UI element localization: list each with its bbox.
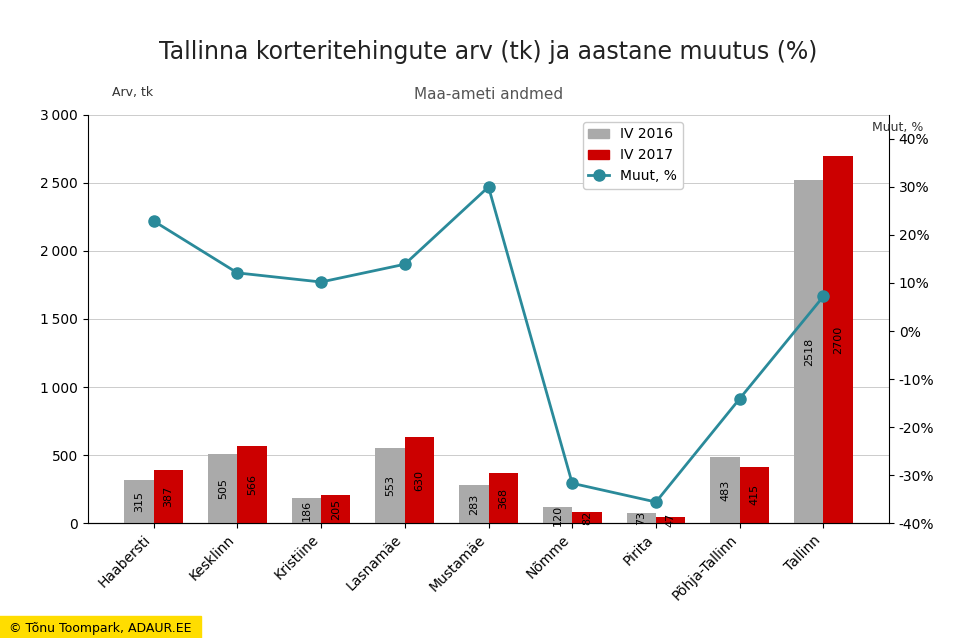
Text: 283: 283 — [469, 493, 479, 514]
Text: 387: 387 — [163, 486, 173, 507]
Bar — [824, 156, 853, 523]
Text: 73: 73 — [636, 511, 646, 525]
Text: 505: 505 — [218, 478, 228, 500]
Text: 415: 415 — [749, 484, 759, 505]
Text: Muut, %: Muut, % — [872, 121, 924, 135]
Bar — [543, 507, 573, 523]
Text: 315: 315 — [134, 491, 144, 512]
Bar — [208, 454, 237, 523]
Bar — [459, 485, 488, 523]
Bar — [237, 446, 267, 523]
Bar — [404, 438, 434, 523]
Legend: IV 2016, IV 2017, Muut, %: IV 2016, IV 2017, Muut, % — [582, 122, 683, 189]
Text: 630: 630 — [414, 470, 424, 491]
Text: Arv, tk: Arv, tk — [111, 85, 153, 98]
Bar — [488, 473, 518, 523]
Bar — [626, 513, 656, 523]
Text: Maa-ameti andmed: Maa-ameti andmed — [414, 87, 563, 102]
Bar — [710, 457, 740, 523]
Text: 2700: 2700 — [833, 325, 843, 353]
Text: 483: 483 — [720, 480, 730, 501]
Bar — [794, 181, 824, 523]
Bar — [656, 517, 685, 523]
Bar — [740, 466, 769, 523]
Bar — [292, 498, 321, 523]
Text: Tallinna korteritehingute arv (tk) ja aastane muutus (%): Tallinna korteritehingute arv (tk) ja aa… — [159, 40, 818, 64]
Text: 205: 205 — [331, 499, 341, 520]
Bar — [124, 480, 153, 523]
Text: 82: 82 — [582, 510, 592, 524]
Bar — [375, 448, 404, 523]
Text: 47: 47 — [665, 513, 675, 527]
Text: 553: 553 — [385, 475, 395, 496]
Bar — [153, 470, 183, 523]
Text: 2518: 2518 — [804, 338, 814, 366]
Text: 368: 368 — [498, 487, 508, 508]
Bar — [321, 495, 351, 523]
Text: 566: 566 — [247, 474, 257, 495]
Text: 186: 186 — [302, 500, 312, 521]
Bar — [573, 512, 602, 523]
Text: © Tõnu Toompark, ADAUR.EE: © Tõnu Toompark, ADAUR.EE — [5, 622, 195, 635]
Text: 120: 120 — [553, 505, 563, 526]
